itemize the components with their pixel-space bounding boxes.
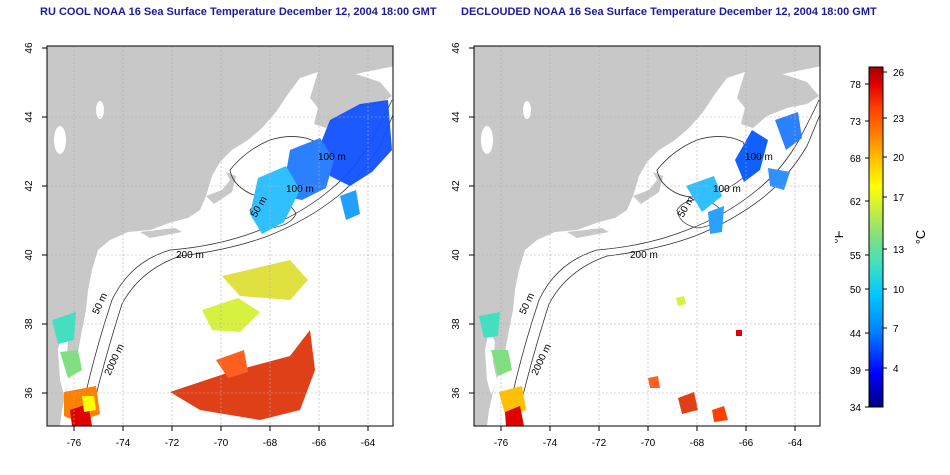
y-tick: 46 <box>24 42 35 54</box>
x-tick: -68 <box>263 438 278 449</box>
celsius-unit-label: °C <box>913 230 928 245</box>
fahrenheit-tick: 55 <box>850 251 862 262</box>
fahrenheit-tick: 39 <box>850 366 862 377</box>
celsius-tick: 13 <box>893 245 905 256</box>
left-map-title: RU COOL NOAA 16 Sea Surface Temperature … <box>40 6 437 18</box>
fahrenheit-tick: 44 <box>850 329 862 340</box>
fahrenheit-unit-label: °F <box>835 230 846 243</box>
contour-label-100m-b: 100 m <box>286 184 314 195</box>
celsius-tick: 7 <box>893 324 899 335</box>
fahrenheit-tick: 50 <box>850 285 862 296</box>
fahrenheit-tick: 68 <box>850 154 862 165</box>
colorbar: 78 73 68 62 55 50 44 39 34 26 23 20 17 1… <box>835 66 928 414</box>
right-map-title: DECLOUDED NOAA 16 Sea Surface Temperatur… <box>461 6 877 18</box>
land-mass <box>47 46 393 426</box>
x-tick: -74 <box>116 438 131 449</box>
colorbar-gradient <box>868 66 884 408</box>
x-tick: -66 <box>312 438 327 449</box>
celsius-tick: 10 <box>893 285 905 296</box>
celsius-tick: 20 <box>893 153 905 164</box>
celsius-tick: 4 <box>893 364 899 375</box>
contour-label-100m-a: 100 m <box>318 152 346 163</box>
y-tick: 44 <box>24 111 35 123</box>
fahrenheit-tick: 62 <box>850 197 862 208</box>
sst-patches-left <box>52 100 392 426</box>
fahrenheit-tick: 73 <box>850 117 862 128</box>
celsius-tick: 17 <box>893 193 905 204</box>
x-tick: -70 <box>214 438 229 449</box>
y-tick: 42 <box>24 180 35 192</box>
x-tick: -72 <box>165 438 180 449</box>
celsius-tick: 26 <box>893 68 905 79</box>
fahrenheit-tick: 34 <box>850 403 862 414</box>
x-tick: -76 <box>67 438 82 449</box>
y-tick: 36 <box>24 387 35 399</box>
celsius-tick: 23 <box>893 114 905 125</box>
x-tick: -64 <box>361 438 376 449</box>
y-tick: 38 <box>24 318 35 330</box>
fahrenheit-tick: 78 <box>850 80 862 91</box>
y-tick: 40 <box>24 249 35 261</box>
contour-label-200m: 200 m <box>176 250 204 261</box>
